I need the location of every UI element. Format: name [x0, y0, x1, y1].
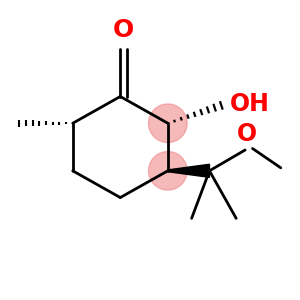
Polygon shape: [168, 164, 209, 177]
Circle shape: [148, 104, 187, 142]
Text: O: O: [236, 122, 257, 146]
Circle shape: [148, 152, 187, 190]
Text: O: O: [113, 17, 134, 41]
Text: OH: OH: [230, 92, 270, 116]
